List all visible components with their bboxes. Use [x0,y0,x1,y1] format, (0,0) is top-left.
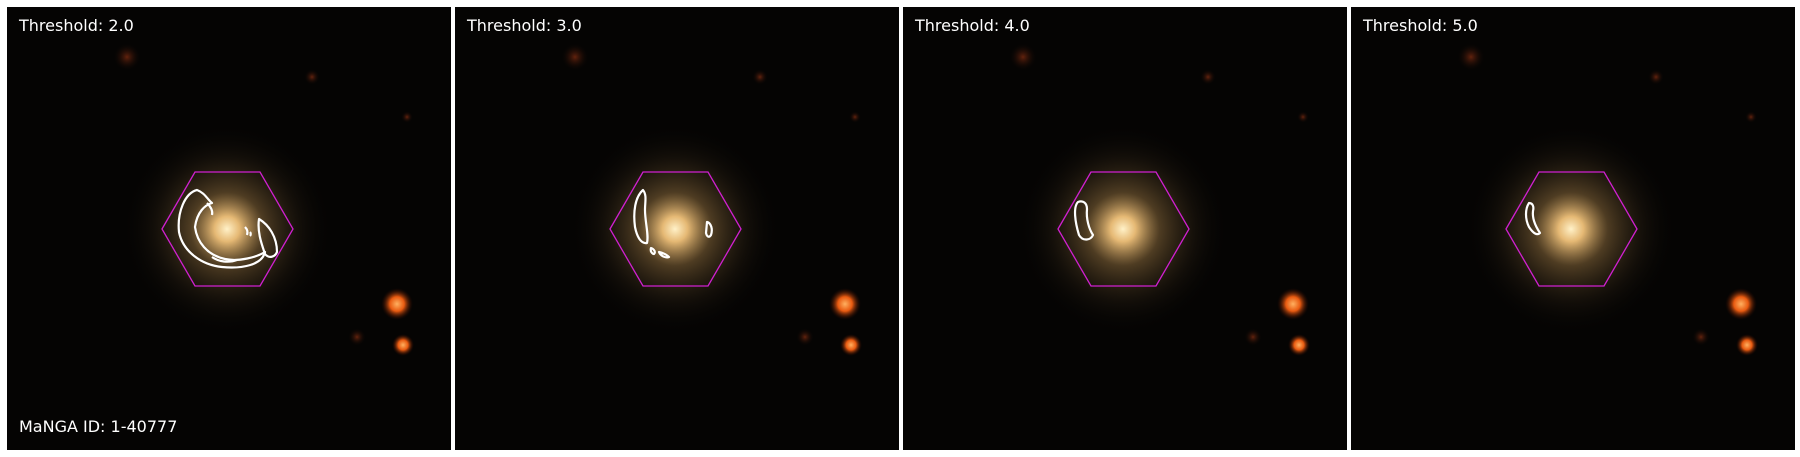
galaxy-image [903,7,1347,450]
panel-threshold-2: Threshold: 3.0 [455,7,899,450]
ifu-hexagon [1057,171,1190,287]
galaxy-image [7,7,451,450]
galaxy-image [455,7,899,450]
ifu-hexagon [161,171,294,287]
ifu-hexagon [1505,171,1638,287]
threshold-label: Threshold: 4.0 [915,16,1030,35]
star [392,334,414,356]
contour-lines [1073,200,1095,241]
contour-lines [177,188,279,269]
threshold-label: Threshold: 2.0 [19,16,134,35]
star [1277,288,1309,320]
contour-lines [1524,201,1542,236]
galaxy-glow [122,124,332,334]
threshold-label: Threshold: 3.0 [467,16,582,35]
star [1736,334,1758,356]
star [1288,334,1310,356]
galaxy-image [1351,7,1795,450]
star [840,334,862,356]
star [1725,288,1757,320]
galaxy-id-label: MaNGA ID: 1-40777 [19,417,178,436]
contour-lines [633,188,713,259]
galaxy-glow [1018,124,1228,334]
panel-threshold-3: Threshold: 4.0 [903,7,1347,450]
star [381,288,413,320]
galaxy-glow [570,124,780,334]
threshold-label: Threshold: 5.0 [1363,16,1478,35]
ifu-hexagon [609,171,742,287]
panel-threshold-4: Threshold: 5.0 [1351,7,1795,450]
star [829,288,861,320]
galaxy-glow [1466,124,1676,334]
panel-threshold-1: Threshold: 2.0 MaNGA ID: 1-40777 [7,7,451,450]
